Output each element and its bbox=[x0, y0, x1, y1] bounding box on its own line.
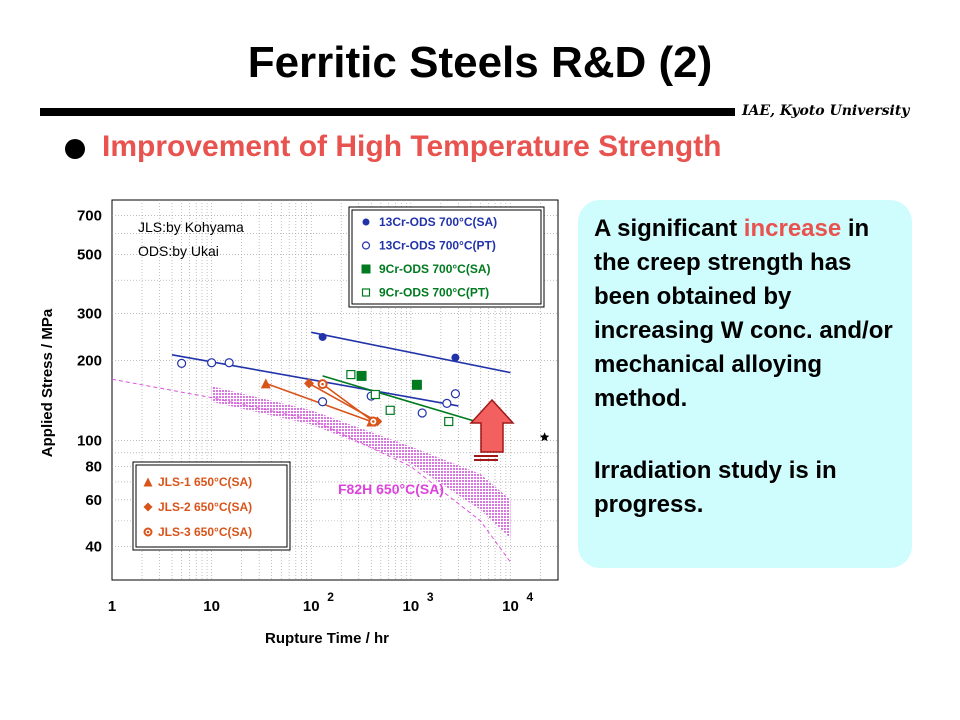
legend-marker bbox=[143, 477, 153, 487]
dashed-curve bbox=[111, 378, 511, 563]
affiliation: IAE, Kyoto University bbox=[742, 103, 910, 119]
trend-line-6 bbox=[322, 383, 374, 423]
callout-paragraph-1: A significant increase in the creep stre… bbox=[594, 212, 904, 416]
tick-labels: 40 60 80 100 200 300 500 700 1 10 10 2 10 3 10 4 bbox=[77, 207, 534, 615]
x-tick-label: 10 bbox=[203, 598, 220, 615]
legend-label: JLS-1 650°C(SA) bbox=[158, 475, 252, 489]
legend-marker bbox=[361, 241, 371, 250]
data-point-1 bbox=[224, 358, 234, 368]
x-tick-exponent: 4 bbox=[526, 590, 533, 604]
data-point-1 bbox=[442, 398, 452, 408]
title-rule bbox=[40, 108, 735, 116]
y-tick-label: 40 bbox=[85, 539, 102, 556]
bullet-icon bbox=[65, 139, 85, 159]
y-tick-label: 700 bbox=[77, 207, 102, 224]
x-tick-label: 10 bbox=[502, 598, 519, 615]
data-point-1 bbox=[207, 358, 217, 368]
legend-label: 9Cr-ODS 700°C(SA) bbox=[379, 262, 491, 276]
band-label: F82H 650°C(SA) bbox=[338, 481, 444, 497]
legend-marker bbox=[361, 264, 371, 274]
data-point-3 bbox=[385, 405, 395, 415]
data-point-6-dot bbox=[372, 420, 375, 423]
data-marks bbox=[177, 332, 550, 442]
data-point-2 bbox=[356, 370, 367, 381]
data-point-0 bbox=[318, 332, 327, 341]
note-ukai: ODS:by Ukai bbox=[138, 243, 219, 259]
legend-box-jls bbox=[132, 461, 291, 551]
callout-highlight: increase bbox=[743, 215, 842, 242]
callout-text-1a: A significant bbox=[594, 215, 744, 242]
x-tick-label: 10 bbox=[303, 598, 320, 615]
legend-label: JLS-2 650°C(SA) bbox=[158, 500, 252, 514]
data-point-1 bbox=[177, 358, 187, 368]
legend-label: 9Cr-ODS 700°C(PT) bbox=[379, 286, 489, 300]
legend-label: JLS-3 650°C(SA) bbox=[158, 525, 252, 539]
legend-jls: JLS-1 650°C(SA) JLS-2 650°C(SA) JLS-3 650°… bbox=[143, 475, 252, 539]
slide-title: Ferritic Steels R&D (2) bbox=[247, 38, 713, 87]
trend-line-0 bbox=[311, 331, 511, 374]
legend-marker bbox=[361, 288, 371, 297]
y-tick-label: 300 bbox=[77, 306, 102, 323]
data-point-0 bbox=[451, 353, 460, 362]
data-point-3 bbox=[370, 389, 380, 400]
data-point-3 bbox=[346, 369, 356, 380]
subtitle: Improvement of High Temperature Strength bbox=[102, 130, 722, 163]
data-point-1 bbox=[417, 408, 427, 418]
trend-line-2 bbox=[322, 375, 477, 423]
data-point-1 bbox=[317, 397, 328, 407]
callout-text-1b: in the creep strength has been obtained … bbox=[594, 215, 893, 412]
legend-label: 13Cr-ODS 700°C(SA) bbox=[379, 215, 497, 229]
data-point-3 bbox=[444, 416, 454, 427]
f82h-band bbox=[211, 386, 511, 539]
data-point-6 bbox=[317, 379, 328, 390]
y-axis-label: Applied Stress / MPa bbox=[39, 308, 56, 457]
y-tick-label: 80 bbox=[85, 458, 102, 475]
legend-marker bbox=[143, 527, 153, 537]
data-point-2 bbox=[411, 379, 422, 390]
x-axis-label: Rupture Time / hr bbox=[265, 630, 389, 647]
x-tick-exponent: 2 bbox=[327, 590, 334, 604]
data-point-6 bbox=[368, 416, 379, 427]
data-point-1 bbox=[450, 389, 460, 399]
data-point-5 bbox=[304, 378, 315, 389]
y-tick-label: 500 bbox=[77, 246, 102, 263]
legend-box-ods bbox=[348, 206, 545, 308]
y-tick-label: 100 bbox=[77, 433, 102, 450]
data-point-6-dot bbox=[321, 382, 324, 386]
data-point-7 bbox=[539, 432, 550, 442]
legend-ods: 13Cr-ODS 700°C(SA) 13Cr-ODS 700°C(PT) 9Cr-… bbox=[361, 215, 497, 300]
x-tick-label: 10 bbox=[403, 598, 420, 615]
legend-box-ods-inner bbox=[351, 209, 542, 305]
y-tick-label: 60 bbox=[85, 492, 102, 509]
x-tick-label: 1 bbox=[108, 598, 116, 615]
legend-marker bbox=[362, 218, 370, 226]
trend-line-1 bbox=[171, 354, 459, 407]
improvement-arrow-icon bbox=[469, 398, 515, 461]
callout-paragraph-2: Irradiation study is in progress. bbox=[594, 457, 837, 518]
y-tick-label: 200 bbox=[77, 352, 102, 369]
data-point-4 bbox=[260, 378, 271, 389]
legend-marker bbox=[143, 502, 153, 512]
legend-box-jls-inner bbox=[135, 464, 288, 548]
callout-box: A significant increase in the creep stre… bbox=[578, 200, 912, 568]
x-tick-exponent: 3 bbox=[427, 590, 434, 604]
note-kohyama: JLS:by Kohyama bbox=[138, 219, 244, 235]
legend-marker-dot bbox=[146, 530, 150, 534]
legend-label: 13Cr-ODS 700°C(PT) bbox=[379, 239, 496, 253]
